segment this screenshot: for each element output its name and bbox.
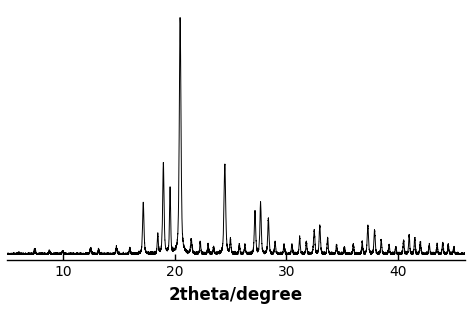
X-axis label: 2theta/degree: 2theta/degree — [169, 286, 303, 304]
